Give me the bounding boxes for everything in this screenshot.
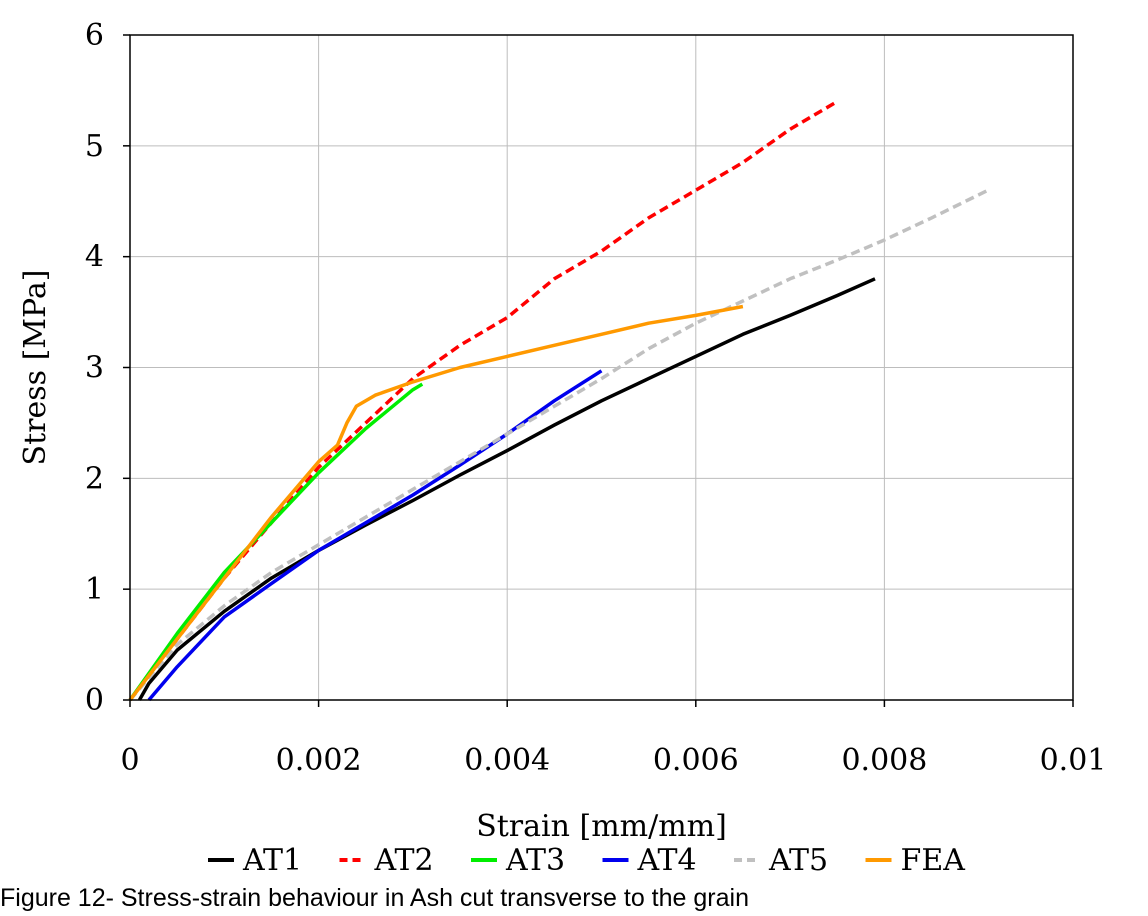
figure-caption: Figure 12- Stress-strain behaviour in As… bbox=[0, 884, 749, 912]
y-axis-ticks: 0 1 2 3 4 5 6 bbox=[85, 18, 130, 718]
x-tick-label: 0.002 bbox=[276, 743, 362, 778]
y-tick-label: 2 bbox=[85, 461, 104, 496]
legend: AT1 AT2 AT3 AT4 AT5 FEA bbox=[208, 843, 965, 878]
y-tick-label: 6 bbox=[85, 18, 104, 53]
x-tick-label: 0.004 bbox=[464, 743, 550, 778]
legend-label-fea: FEA bbox=[901, 843, 966, 878]
legend-label-at2: AT2 bbox=[374, 843, 434, 878]
grid-lines bbox=[130, 35, 1073, 700]
y-tick-label: 1 bbox=[85, 572, 104, 607]
x-tick-label: 0.008 bbox=[841, 743, 927, 778]
x-tick-label: 0.006 bbox=[653, 743, 739, 778]
x-axis-ticks: 0 0.002 0.004 0.006 0.008 0.01 bbox=[120, 700, 1106, 778]
series-line-at5 bbox=[128, 188, 989, 702]
legend-label-at4: AT4 bbox=[637, 843, 697, 878]
x-axis-title: Strain [mm/mm] bbox=[476, 809, 727, 844]
y-tick-label: 5 bbox=[85, 129, 104, 164]
legend-label-at5: AT5 bbox=[768, 843, 828, 878]
series-layer bbox=[128, 99, 989, 702]
legend-label-at1: AT1 bbox=[242, 843, 302, 878]
series-line-at3 bbox=[128, 382, 424, 702]
y-axis-title: Stress [MPa] bbox=[18, 270, 53, 466]
x-tick-label: 0.01 bbox=[1040, 743, 1107, 778]
x-tick-label: 0 bbox=[120, 743, 139, 778]
y-tick-label: 3 bbox=[85, 351, 104, 386]
y-tick-label: 0 bbox=[85, 683, 104, 718]
y-tick-label: 4 bbox=[85, 240, 104, 275]
series-line-at1 bbox=[137, 277, 876, 701]
series-line-fea bbox=[128, 304, 744, 702]
legend-label-at3: AT3 bbox=[505, 843, 565, 878]
